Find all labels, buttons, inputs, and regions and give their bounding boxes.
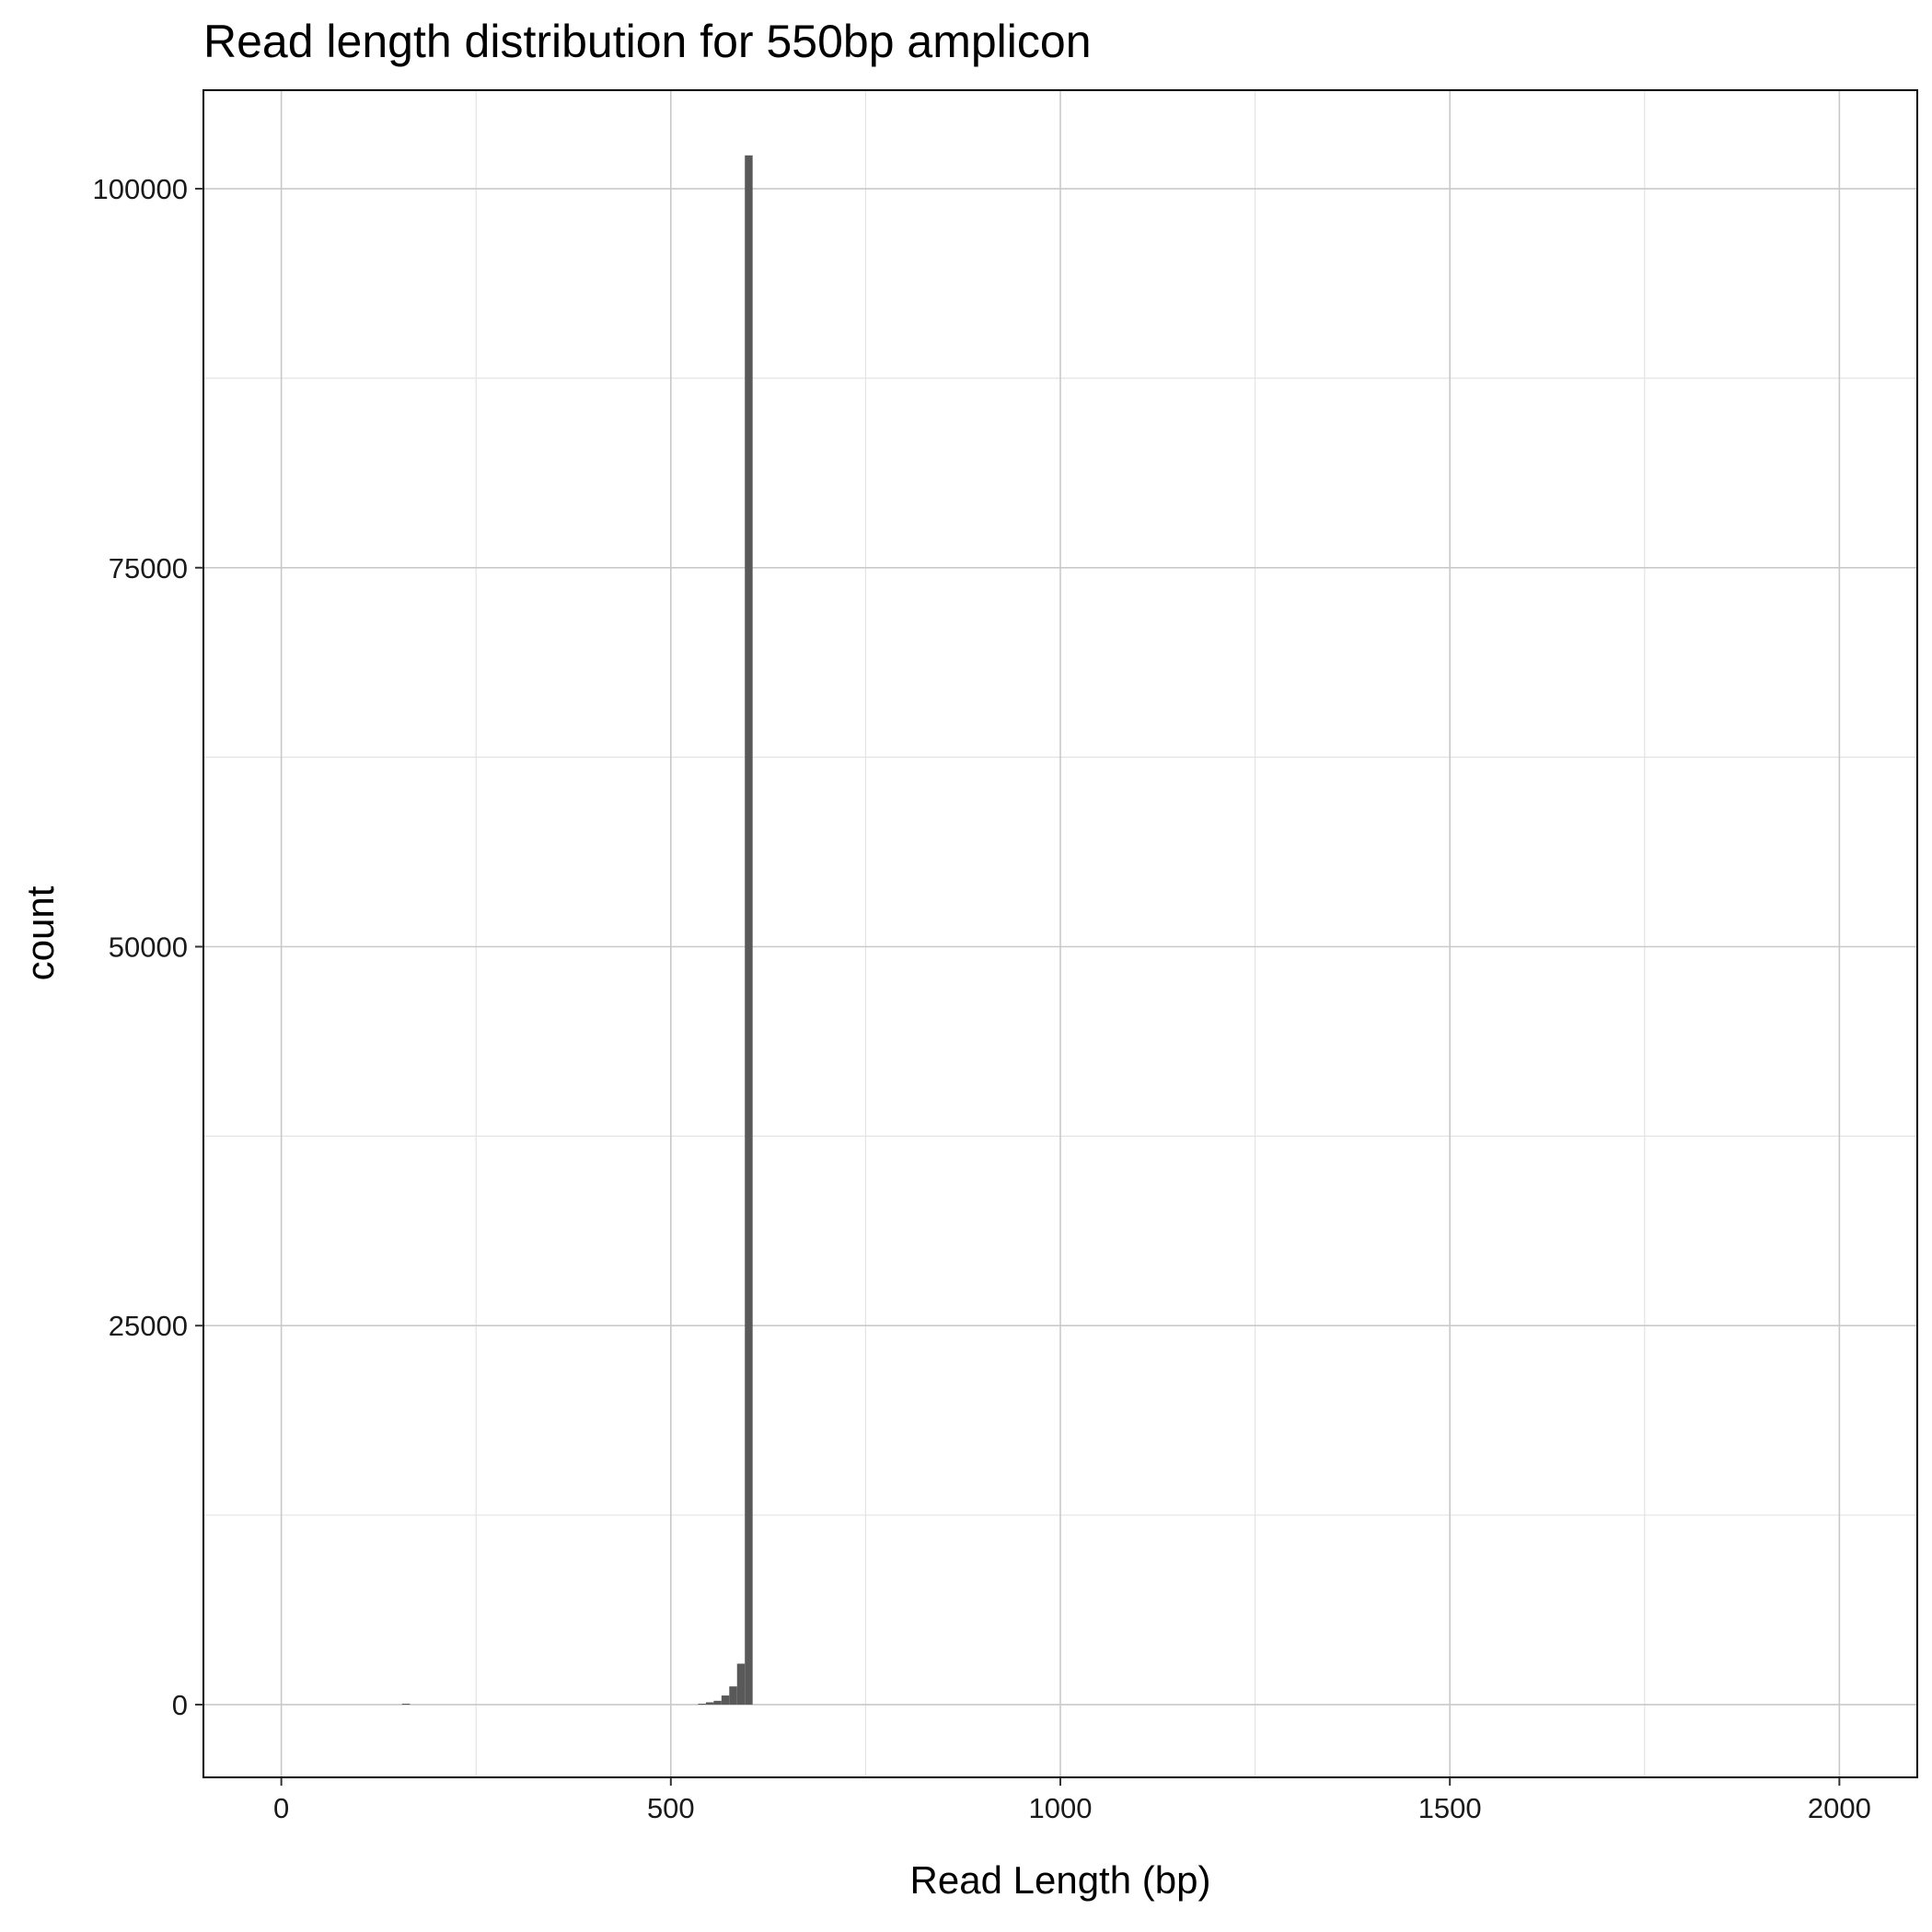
y-tick-label: 25000 bbox=[109, 1310, 188, 1342]
y-axis-title: count bbox=[18, 885, 62, 980]
histogram-bar bbox=[729, 1686, 737, 1705]
x-axis: 0 500 1000 1500 2000 bbox=[273, 1777, 1871, 1824]
x-tick-label: 2000 bbox=[1808, 1792, 1871, 1824]
histogram-bar bbox=[713, 1700, 722, 1705]
histogram-bar bbox=[401, 1703, 411, 1705]
x-axis-title: Read Length (bp) bbox=[910, 1858, 1211, 1902]
y-tick-label: 0 bbox=[172, 1689, 188, 1721]
y-tick-label: 75000 bbox=[109, 552, 188, 584]
x-tick-label: 500 bbox=[647, 1792, 695, 1824]
chart-title: Read length distribution for 550bp ampli… bbox=[203, 16, 1092, 67]
x-tick-label: 0 bbox=[273, 1792, 289, 1824]
y-axis: 0 25000 50000 75000 100000 bbox=[93, 173, 203, 1721]
histogram-bar bbox=[705, 1702, 714, 1705]
histogram-bar bbox=[736, 1663, 746, 1705]
histogram-bar bbox=[721, 1695, 730, 1705]
histogram-bars bbox=[401, 155, 753, 1705]
histogram-bar bbox=[745, 155, 753, 1705]
histogram-bar bbox=[698, 1703, 706, 1705]
grid-lines bbox=[203, 90, 1917, 1777]
x-tick-label: 1000 bbox=[1029, 1792, 1093, 1824]
x-tick-label: 1500 bbox=[1418, 1792, 1482, 1824]
y-tick-label: 100000 bbox=[93, 173, 188, 205]
y-tick-label: 50000 bbox=[109, 931, 188, 963]
